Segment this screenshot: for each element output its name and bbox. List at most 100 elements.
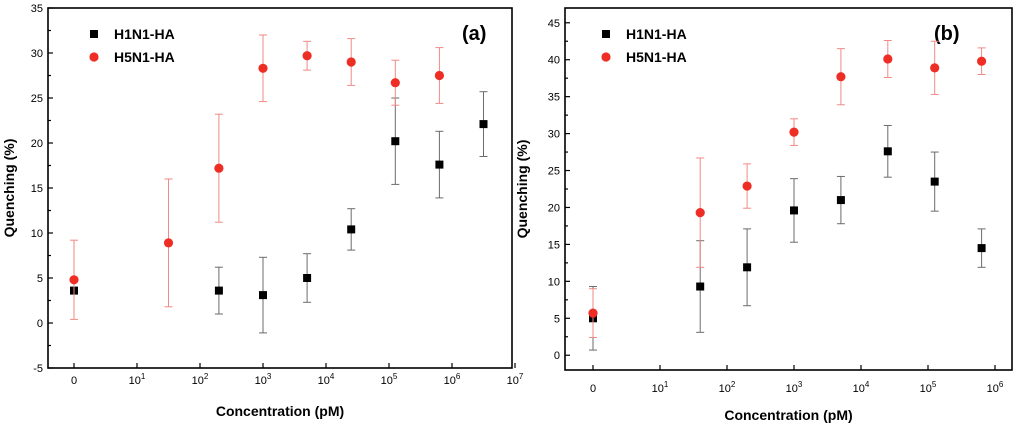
x-axis-label: Concentration (pM) bbox=[216, 403, 344, 419]
x-tick-label: 105 bbox=[381, 372, 398, 387]
series-h5n1-ha bbox=[69, 34, 444, 320]
x-tick-base: 10 bbox=[786, 383, 798, 395]
y-axis-label: Quenching (%) bbox=[514, 140, 530, 239]
x-tick-label: 104 bbox=[318, 372, 335, 387]
x-tick-label: 103 bbox=[786, 380, 803, 395]
data-point-circle bbox=[588, 308, 598, 318]
data-point-circle bbox=[346, 57, 356, 67]
legend-marker-circle bbox=[601, 52, 611, 62]
y-tick-label: 10 bbox=[31, 228, 43, 240]
x-tick-label: 102 bbox=[192, 372, 209, 387]
data-point-circle bbox=[742, 181, 752, 191]
data-point-square bbox=[303, 274, 312, 282]
x-tick-exponent: 2 bbox=[731, 380, 736, 389]
x-tick-base: 10 bbox=[192, 375, 204, 387]
y-tick-label: 45 bbox=[548, 18, 560, 30]
data-point-square bbox=[977, 244, 986, 253]
x-tick-base: 10 bbox=[129, 375, 141, 387]
x-tick-exponent: 3 bbox=[798, 380, 803, 389]
legend-marker-square bbox=[90, 30, 98, 38]
x-tick-exponent: 3 bbox=[267, 372, 272, 381]
x-tick-exponent: 1 bbox=[664, 380, 669, 389]
data-point-square bbox=[743, 263, 752, 272]
x-tick-exponent: 4 bbox=[865, 380, 870, 389]
x-tick-base: 10 bbox=[920, 383, 932, 395]
y-tick-label: 30 bbox=[31, 48, 43, 60]
data-point-circle bbox=[258, 63, 268, 73]
y-tick-label: 0 bbox=[37, 318, 43, 330]
data-point-square bbox=[696, 282, 705, 291]
y-tick-label: 15 bbox=[31, 183, 43, 195]
x-tick-base: 0 bbox=[71, 375, 77, 387]
data-point-circle bbox=[214, 163, 224, 173]
data-point-square bbox=[790, 206, 798, 215]
data-point-circle bbox=[789, 127, 799, 137]
x-tick-label: 101 bbox=[652, 380, 669, 395]
data-point-square bbox=[435, 160, 444, 169]
y-tick-label: 35 bbox=[31, 3, 43, 15]
x-tick-exponent: 6 bbox=[999, 380, 1004, 389]
data-point-circle bbox=[390, 78, 400, 88]
x-tick-exponent: 5 bbox=[932, 380, 937, 389]
x-tick-base: 10 bbox=[444, 375, 456, 387]
data-point-square bbox=[214, 286, 223, 295]
data-point-circle bbox=[977, 56, 987, 66]
x-tick-label: 105 bbox=[920, 380, 937, 395]
x-tick-base: 10 bbox=[381, 375, 393, 387]
data-point-circle bbox=[930, 63, 940, 73]
x-tick-label: 0 bbox=[590, 383, 596, 395]
x-tick-base: 10 bbox=[318, 375, 330, 387]
series-h1n1-ha bbox=[70, 91, 488, 334]
data-point-square bbox=[930, 177, 939, 186]
x-tick-base: 10 bbox=[987, 383, 999, 395]
y-tick-label: 0 bbox=[554, 350, 560, 362]
x-tick-label: 103 bbox=[255, 372, 272, 387]
data-point-circle bbox=[302, 51, 312, 61]
x-tick-exponent: 5 bbox=[393, 372, 398, 381]
data-point-circle bbox=[836, 72, 846, 82]
data-point-circle bbox=[434, 70, 444, 81]
x-tick-base: 10 bbox=[255, 375, 267, 387]
y-tick-label: 5 bbox=[554, 313, 560, 325]
y-tick-label: 15 bbox=[548, 239, 560, 251]
data-point-square bbox=[836, 196, 845, 205]
legend-label: H5N1-HA bbox=[626, 49, 687, 65]
panel-label: (b) bbox=[934, 23, 960, 45]
data-point-square bbox=[479, 120, 488, 129]
y-tick-label: 10 bbox=[548, 276, 560, 288]
legend-marker-square bbox=[602, 30, 610, 38]
y-tick-label: 30 bbox=[548, 129, 560, 141]
x-tick-exponent: 2 bbox=[204, 372, 209, 381]
data-point-circle bbox=[163, 238, 174, 248]
y-tick-label: 25 bbox=[548, 166, 560, 178]
y-tick-label: 20 bbox=[31, 138, 43, 150]
y-tick-label: 25 bbox=[31, 93, 43, 105]
legend-label: H1N1-HA bbox=[626, 26, 687, 42]
x-tick-exponent: 6 bbox=[456, 372, 461, 381]
x-tick-exponent: 7 bbox=[519, 372, 524, 381]
data-point-circle bbox=[69, 275, 79, 285]
data-point-square bbox=[883, 147, 892, 156]
x-tick-label: 0 bbox=[71, 375, 77, 387]
x-tick-base: 10 bbox=[719, 383, 731, 395]
data-point-square bbox=[347, 225, 356, 234]
x-tick-base: 10 bbox=[652, 383, 664, 395]
legend-marker-circle bbox=[89, 52, 99, 62]
legend-label: H5N1-HA bbox=[114, 49, 175, 65]
y-tick-label: -5 bbox=[33, 363, 43, 375]
x-tick-label: 101 bbox=[129, 372, 146, 387]
data-point-square bbox=[259, 291, 267, 300]
y-axis-label: Quenching (%) bbox=[1, 139, 17, 238]
panel-label: (a) bbox=[462, 23, 486, 45]
x-tick-label: 106 bbox=[987, 380, 1004, 395]
data-point-circle bbox=[883, 54, 893, 64]
x-tick-base: 0 bbox=[590, 383, 596, 395]
x-tick-exponent: 4 bbox=[330, 372, 335, 381]
x-tick-base: 10 bbox=[853, 383, 865, 395]
series-h5n1-ha bbox=[588, 40, 987, 338]
y-tick-label: 40 bbox=[548, 55, 560, 67]
legend-label: H1N1-HA bbox=[114, 26, 175, 42]
data-point-square bbox=[391, 137, 400, 146]
x-tick-label: 107 bbox=[507, 372, 524, 387]
